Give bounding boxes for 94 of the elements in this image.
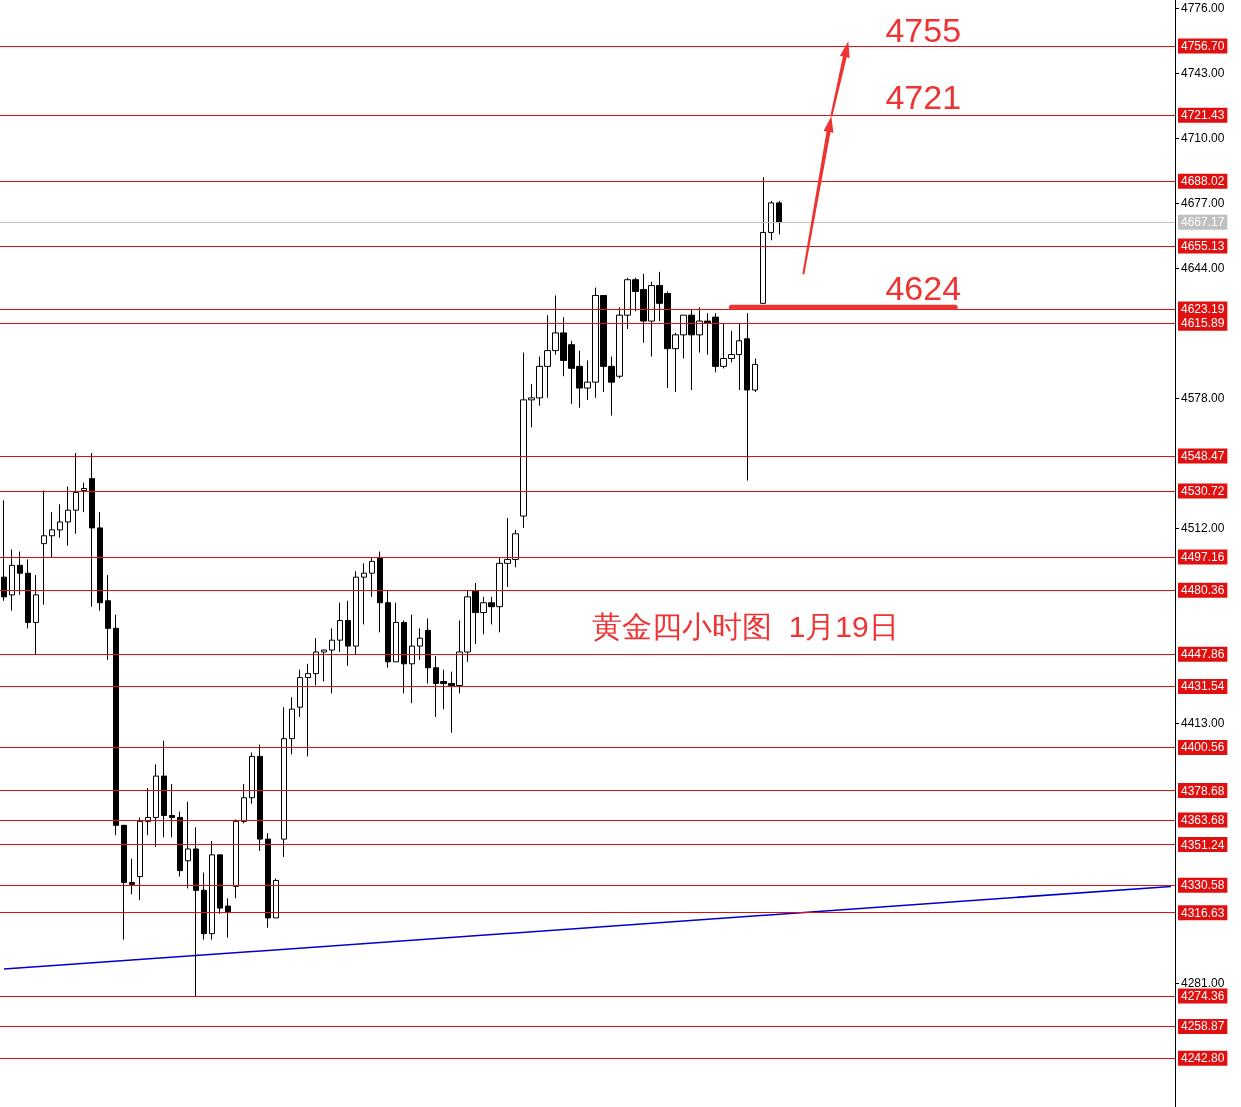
ref-line-label: 4530.72 xyxy=(1181,484,1225,499)
candlestick xyxy=(776,200,782,235)
candlestick xyxy=(401,619,407,694)
ref-line-label: 4431.54 xyxy=(1181,679,1225,694)
ref-line-label: 4378.68 xyxy=(1181,783,1225,798)
candlestick xyxy=(744,312,750,482)
candlestick xyxy=(313,637,319,686)
candlestick xyxy=(257,744,263,852)
candlestick xyxy=(17,551,23,596)
ref-line-label: 4274.36 xyxy=(1181,988,1225,1003)
ref-line-label: 4447.86 xyxy=(1181,647,1225,662)
candlestick xyxy=(345,600,351,667)
ref-line-label: 4242.80 xyxy=(1181,1051,1225,1066)
candlestick xyxy=(289,696,295,755)
candlestick xyxy=(113,614,119,836)
candlestick xyxy=(393,602,399,663)
ref-line-label: 4316.63 xyxy=(1181,905,1225,920)
ref-line-label: 4363.68 xyxy=(1181,813,1225,828)
ref-line-label: 4688.02 xyxy=(1181,174,1225,189)
candlestick xyxy=(97,511,103,612)
y-tick-label: 4743.00 xyxy=(1181,65,1225,80)
candlestick xyxy=(1,499,7,602)
candlestick xyxy=(9,549,15,612)
candlestick xyxy=(417,627,423,661)
candlestick xyxy=(89,452,95,608)
candlestick xyxy=(105,574,111,661)
candlestick xyxy=(768,200,774,241)
candlestick xyxy=(25,558,31,629)
candlestick xyxy=(241,783,247,824)
candlestick xyxy=(265,832,271,929)
ref-line-label: 4497.16 xyxy=(1181,550,1225,565)
candlestick xyxy=(49,511,55,558)
candlestick xyxy=(65,486,71,547)
candlestick xyxy=(409,614,415,704)
candlestick xyxy=(81,482,87,513)
candlestick xyxy=(41,489,47,606)
candlestick xyxy=(329,627,335,694)
candlestick xyxy=(201,872,207,941)
candlestick xyxy=(137,816,143,901)
ref-line-label: 4480.36 xyxy=(1181,583,1225,598)
candlestick xyxy=(225,897,231,939)
candlestick xyxy=(273,878,279,919)
candlestick xyxy=(121,824,127,941)
ref-line-label: 4655.13 xyxy=(1181,238,1225,253)
ref-line-label: 4721.43 xyxy=(1181,108,1225,123)
candlestick xyxy=(169,783,175,838)
candlestick xyxy=(73,452,79,535)
ref-line-label: 4351.24 xyxy=(1181,837,1225,852)
ref-line-label: 4623.19 xyxy=(1181,301,1225,316)
candlestick xyxy=(353,570,359,655)
ref-line-label: 4615.89 xyxy=(1181,316,1225,331)
candlestick xyxy=(193,826,199,998)
y-tick-label: 4281.00 xyxy=(1181,975,1225,990)
candlestick xyxy=(233,818,239,899)
ref-line-label: 4667.17 xyxy=(1181,215,1225,230)
candlestick xyxy=(217,854,223,915)
candlestick xyxy=(369,556,375,598)
candlestick xyxy=(57,503,63,539)
ref-line-label: 4330.58 xyxy=(1181,878,1225,893)
candlestick xyxy=(321,649,327,683)
annotation: 4721 xyxy=(885,78,962,117)
candlestick xyxy=(760,176,766,304)
ref-line-label: 4548.47 xyxy=(1181,449,1225,464)
candlestick xyxy=(177,811,183,878)
y-tick-label: 4512.00 xyxy=(1181,520,1225,535)
y-tick-label: 4776.00 xyxy=(1181,0,1225,15)
candlestick xyxy=(385,590,391,669)
candlestick xyxy=(752,357,758,393)
y-tick-label: 4413.00 xyxy=(1181,715,1225,730)
candlestick xyxy=(33,574,39,655)
candlestick xyxy=(161,740,167,838)
candlestick xyxy=(209,840,215,941)
candlestick xyxy=(361,562,367,625)
y-tick-label: 4578.00 xyxy=(1181,390,1225,405)
candlestick xyxy=(305,663,311,757)
y-tick-label: 4710.00 xyxy=(1181,130,1225,145)
candlestick xyxy=(129,858,135,895)
candlestick xyxy=(145,787,151,836)
candlestick xyxy=(249,751,255,805)
ref-line-label: 4756.70 xyxy=(1181,38,1225,53)
annotation: 4624 xyxy=(885,269,962,308)
candlestick xyxy=(297,669,303,718)
candlestick xyxy=(185,801,191,889)
ref-line-label: 4400.56 xyxy=(1181,740,1225,755)
candlestick xyxy=(425,618,431,684)
text: 黄金四小时图 1月19日 xyxy=(592,609,899,643)
y-tick-label: 4677.00 xyxy=(1181,195,1225,210)
candlestick xyxy=(337,602,343,653)
ref-line-label: 4258.87 xyxy=(1181,1019,1225,1034)
candlestick xyxy=(377,551,383,633)
candlestick xyxy=(153,763,159,848)
annotation: 4755 xyxy=(885,11,962,50)
y-tick-label: 4644.00 xyxy=(1181,260,1225,275)
candlestick xyxy=(281,706,287,858)
